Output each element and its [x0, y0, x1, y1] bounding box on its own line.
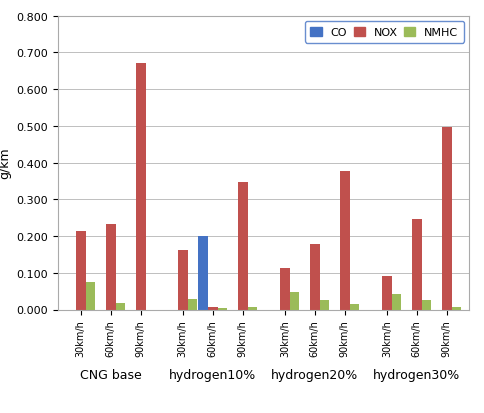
Y-axis label: g/km: g/km [0, 147, 11, 179]
Bar [422, 301, 431, 310]
Bar [310, 244, 319, 310]
Bar [106, 225, 116, 310]
Bar [136, 64, 146, 310]
Legend: CO, NOX, NMHC: CO, NOX, NMHC [305, 22, 464, 43]
Bar [340, 172, 349, 310]
Bar [198, 236, 208, 310]
Bar [188, 299, 197, 310]
Bar [178, 250, 188, 310]
Text: hydrogen10%: hydrogen10% [169, 368, 257, 381]
Bar [218, 308, 227, 310]
Bar [208, 307, 218, 310]
Bar [392, 294, 401, 310]
Bar [412, 220, 422, 310]
Text: hydrogen20%: hydrogen20% [271, 368, 359, 381]
Bar [290, 292, 300, 310]
Bar [382, 277, 392, 310]
Bar [76, 231, 86, 310]
Text: hydrogen30%: hydrogen30% [373, 368, 460, 381]
Bar [349, 305, 359, 310]
Bar [116, 303, 125, 310]
Bar [319, 301, 330, 310]
Text: CNG base: CNG base [80, 368, 142, 381]
Bar [248, 307, 257, 310]
Bar [442, 127, 452, 310]
Bar [452, 307, 461, 310]
Bar [86, 282, 95, 310]
Bar [280, 269, 290, 310]
Bar [238, 182, 248, 310]
